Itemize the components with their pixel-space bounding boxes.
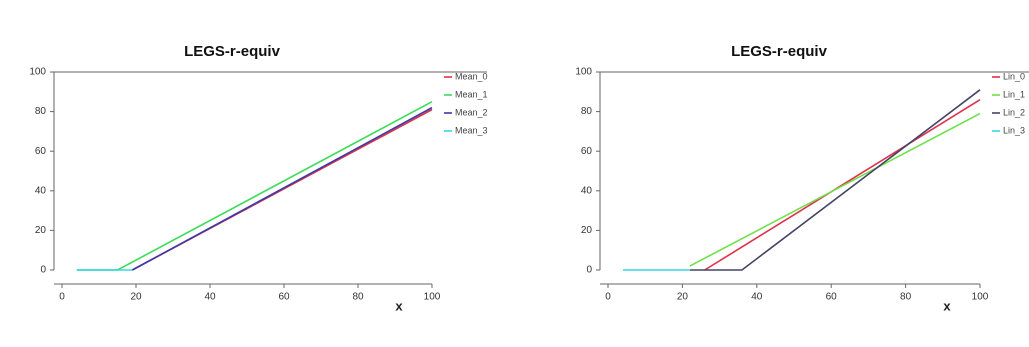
legend-label: Lin_2 [1003,107,1025,117]
legend-label: Lin_1 [1003,89,1025,99]
x-tick-label: 40 [204,292,216,303]
legend-label: Mean_1 [455,89,488,99]
x-tick-label: 0 [59,292,65,303]
y-tick-label: 100 [575,67,592,78]
x-tick-label: 60 [826,292,838,303]
legend-label: Mean_2 [455,107,488,117]
line-series [689,89,981,271]
line-series [689,112,981,267]
x-tick-label: 0 [605,292,611,303]
y-tick-label: 20 [581,225,593,236]
y-tick-label: 80 [581,106,593,117]
y-tick-label: 0 [40,265,46,276]
line-series [76,100,433,271]
x-tick-label: 20 [130,292,142,303]
y-tick-label: 40 [581,185,593,196]
legend-label: Lin_0 [1003,71,1025,81]
x-axis-label: x [395,298,403,313]
y-tick-label: 60 [35,146,47,157]
legend-label: Mean_3 [455,125,488,135]
legend-label: Lin_3 [1003,125,1025,135]
y-tick-label: 20 [35,225,47,236]
legend-label: Mean_0 [455,71,488,81]
y-tick-label: 80 [35,106,47,117]
x-tick-label: 80 [900,292,912,303]
line-series [704,99,981,271]
x-tick-label: 60 [278,292,290,303]
x-tick-label: 20 [677,292,689,303]
y-tick-label: 100 [29,67,46,78]
x-tick-label: 100 [972,292,989,303]
x-tick-label: 40 [751,292,763,303]
y-tick-label: 40 [35,185,47,196]
y-tick-label: 0 [586,265,592,276]
x-tick-label: 80 [352,292,364,303]
chart-title: LEGS-r-equiv [184,43,281,60]
line-series [131,106,433,271]
x-tick-label: 100 [424,292,441,303]
x-axis-label: x [943,298,951,313]
y-tick-label: 60 [581,146,593,157]
chart-title: LEGS-r-equiv [731,43,828,60]
